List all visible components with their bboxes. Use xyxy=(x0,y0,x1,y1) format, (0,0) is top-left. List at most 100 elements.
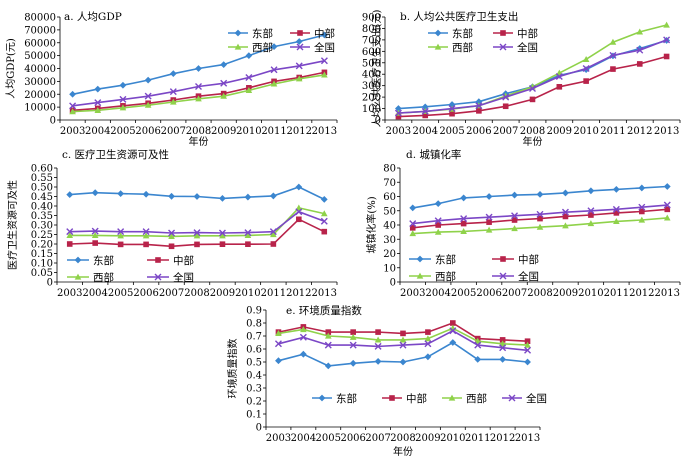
data-point xyxy=(511,217,518,223)
y-tick-label: 100 xyxy=(362,104,381,115)
data-point xyxy=(220,92,227,99)
y-tick-label: 0.60 xyxy=(31,164,53,175)
data-point xyxy=(275,357,282,365)
data-point xyxy=(499,356,507,363)
data-point xyxy=(218,229,226,237)
data-point xyxy=(320,210,328,217)
x-tick-label: 2009 xyxy=(415,433,440,444)
data-point xyxy=(450,320,456,326)
legend-marker xyxy=(234,29,242,37)
chart-title: b. 人均公共医疗卫生支出 xyxy=(400,10,518,23)
x-tick-label: 2003 xyxy=(60,126,85,137)
x-tick-label: 2012 xyxy=(286,288,311,299)
y-tick-label: 800 xyxy=(362,24,381,35)
data-point xyxy=(119,95,127,103)
x-tick-label: 2005 xyxy=(439,126,464,137)
y-tick-label: 50000 xyxy=(24,51,56,62)
data-point xyxy=(321,228,328,235)
data-point xyxy=(409,204,417,212)
data-point xyxy=(536,210,544,218)
data-point xyxy=(424,353,432,361)
y-tick-label: 400 xyxy=(362,70,381,81)
data-point xyxy=(324,332,332,339)
x-tick-label: 2010 xyxy=(578,288,603,299)
data-point xyxy=(529,96,536,103)
data-point xyxy=(587,220,595,227)
data-point xyxy=(374,336,382,343)
data-point xyxy=(582,65,590,72)
chart-panel-3: 00.050.100.150.200.250.300.350.400.450.5… xyxy=(6,148,338,299)
data-point xyxy=(394,109,402,117)
x-tick-label: 2009 xyxy=(553,288,578,299)
y-tick-label: 0 xyxy=(375,116,381,127)
data-point xyxy=(460,215,468,223)
data-point xyxy=(529,85,536,93)
legend-label: 全国 xyxy=(173,271,194,284)
x-tick-label: 2004 xyxy=(413,126,438,137)
legend-label: 中部 xyxy=(406,392,427,405)
x-tick-label: 2006 xyxy=(340,433,365,444)
x-tick-label: 2013 xyxy=(655,288,680,299)
legend-label: 中部 xyxy=(314,27,335,40)
y-tick-label: 0.40 xyxy=(31,202,53,213)
y-tick-label: 0.20 xyxy=(31,240,53,251)
data-point xyxy=(321,31,328,39)
x-tick-label: 2008 xyxy=(520,126,545,137)
data-point xyxy=(91,232,99,239)
legend-marker xyxy=(434,43,442,50)
x-tick-label: 2013 xyxy=(312,126,337,137)
legend-marker xyxy=(448,394,456,401)
data-point xyxy=(511,212,519,220)
data-point xyxy=(636,61,643,67)
data-point xyxy=(169,88,177,96)
legend-marker xyxy=(74,256,82,264)
x-tick-label: 2013 xyxy=(654,126,679,137)
legend-label: 东部 xyxy=(435,253,456,266)
chart-title: a. 人均GDP xyxy=(64,11,122,23)
data-point xyxy=(299,333,307,341)
x-tick-label: 2005 xyxy=(110,126,135,137)
data-point xyxy=(295,75,303,82)
data-point xyxy=(324,341,332,349)
data-point xyxy=(94,106,102,113)
data-point xyxy=(638,203,646,211)
series-line-全国 xyxy=(69,210,325,234)
x-tick-label: 2010 xyxy=(236,126,261,137)
legend-marker xyxy=(500,256,506,262)
data-point xyxy=(524,338,531,344)
x-tick-label: 2004 xyxy=(82,288,107,299)
data-point xyxy=(499,340,506,347)
y-tick-label: 600 xyxy=(362,47,381,58)
data-point xyxy=(448,105,456,113)
data-point xyxy=(636,46,644,54)
series-line-西部 xyxy=(72,74,325,113)
data-point xyxy=(219,241,226,247)
chart-title: c. 医疗卫生资源可及性 xyxy=(62,148,169,161)
x-tick-label: 2005 xyxy=(316,433,341,444)
data-point xyxy=(399,358,407,366)
data-point xyxy=(244,229,252,237)
y-axis-label: 人均公共医疗卫生支出(元) xyxy=(370,10,383,128)
x-tick-label: 2010 xyxy=(573,126,598,137)
data-point xyxy=(449,327,457,335)
data-point xyxy=(117,228,125,236)
x-tick-label: 2003 xyxy=(400,288,425,299)
data-point xyxy=(511,191,518,199)
data-point xyxy=(556,84,563,90)
x-tick-label: 2004 xyxy=(425,288,450,299)
data-point xyxy=(193,229,201,237)
legend-marker xyxy=(500,30,506,36)
y-tick-label: 10000 xyxy=(24,103,56,114)
data-point xyxy=(536,190,544,198)
data-point xyxy=(324,362,332,370)
y-tick-label: 40000 xyxy=(24,64,56,75)
data-point xyxy=(168,233,175,239)
data-point xyxy=(270,66,278,74)
y-tick-label: 40 xyxy=(383,221,396,232)
y-tick-label: 900 xyxy=(362,13,381,24)
x-tick-label: 2005 xyxy=(451,288,476,299)
y-axis-label: 环境质量指数 xyxy=(226,339,239,399)
x-tick-label: 2011 xyxy=(261,288,286,299)
y-axis-label: 城镇化率(%) xyxy=(365,196,378,253)
